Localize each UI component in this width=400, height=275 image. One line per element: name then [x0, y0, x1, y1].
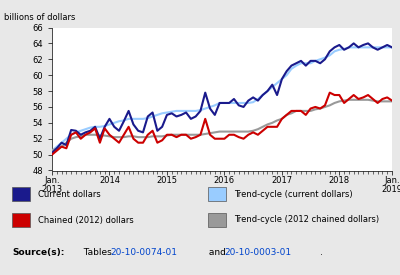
FancyBboxPatch shape — [208, 187, 226, 201]
FancyBboxPatch shape — [12, 213, 30, 227]
Text: Trend-cycle (current dollars): Trend-cycle (current dollars) — [234, 190, 353, 199]
Text: 2019: 2019 — [382, 185, 400, 194]
Text: Chained (2012) dollars: Chained (2012) dollars — [38, 216, 134, 224]
Text: 20-10-0003-01: 20-10-0003-01 — [224, 248, 291, 257]
Text: Trend-cycle (2012 chained dollars): Trend-cycle (2012 chained dollars) — [234, 216, 379, 224]
Text: Tables: Tables — [78, 248, 115, 257]
Text: 2013: 2013 — [42, 185, 62, 194]
Text: billions of dollars: billions of dollars — [4, 13, 75, 22]
Text: 20-10-0074-01: 20-10-0074-01 — [110, 248, 177, 257]
Text: and: and — [206, 248, 229, 257]
FancyBboxPatch shape — [12, 187, 30, 201]
FancyBboxPatch shape — [208, 213, 226, 227]
Text: Current dollars: Current dollars — [38, 190, 101, 199]
Text: .: . — [320, 248, 323, 257]
Text: Source(s):: Source(s): — [12, 248, 64, 257]
